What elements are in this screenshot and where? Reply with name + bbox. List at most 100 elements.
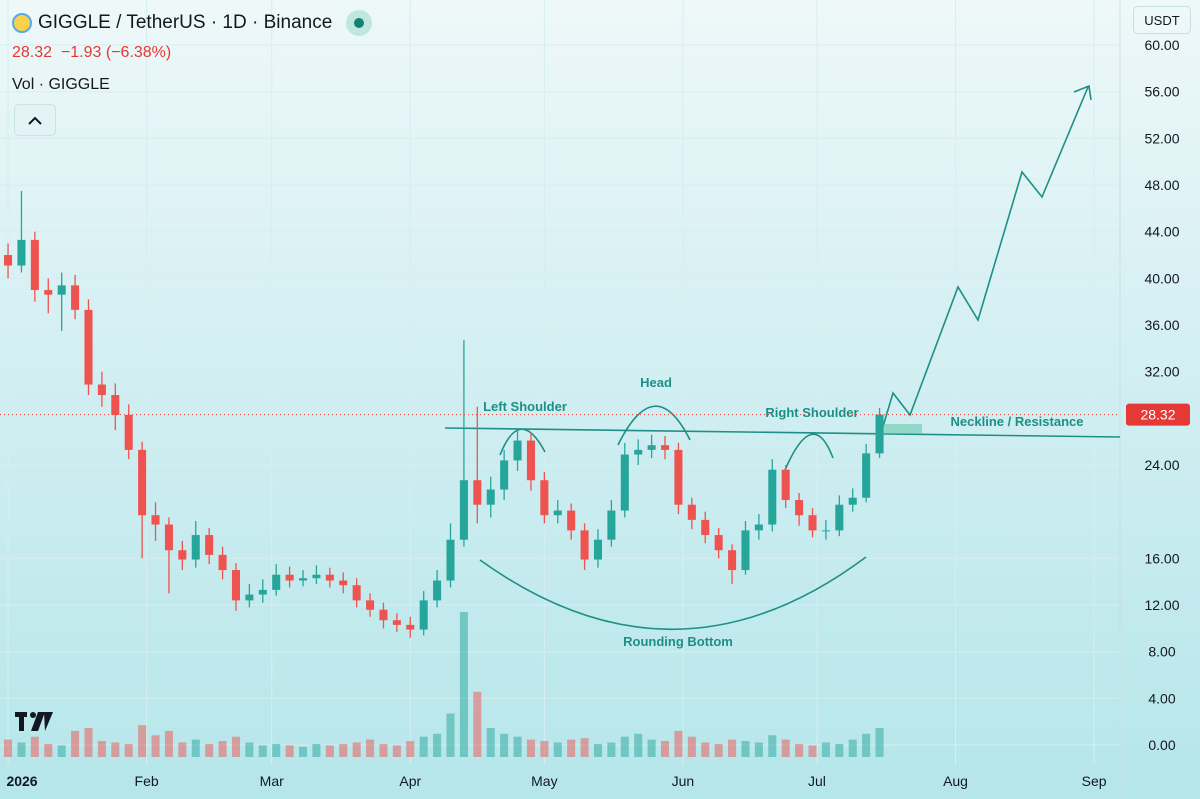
candle-body — [111, 395, 120, 415]
candle-body — [138, 449, 147, 516]
volume-bar — [339, 743, 348, 757]
candle-body — [513, 440, 522, 461]
volume-bar — [231, 736, 240, 757]
currency-button[interactable]: USDT — [1133, 6, 1191, 34]
x-tick-label: Sep — [1082, 773, 1107, 789]
candle-body — [245, 594, 254, 601]
volume-bar — [674, 730, 683, 757]
y-tick-label: 60.00 — [1144, 37, 1179, 53]
volume-bar — [701, 742, 710, 757]
candle-body — [862, 453, 871, 498]
volume-bar — [111, 742, 120, 757]
neckline — [444, 427, 1121, 438]
volume-bar — [795, 743, 804, 757]
y-tick-label: 32.00 — [1144, 364, 1179, 380]
volume-bar — [406, 741, 415, 757]
candle-body — [17, 239, 26, 266]
projection-arrowhead — [1073, 84, 1092, 101]
candle-body — [352, 585, 361, 601]
volume-bar — [178, 742, 187, 757]
volume-bar — [607, 742, 616, 757]
market-status[interactable] — [346, 10, 373, 36]
left-shoulder-arc — [499, 428, 546, 456]
volume-bar — [714, 743, 723, 757]
candle-body — [218, 554, 227, 571]
candle-body — [339, 580, 348, 586]
candle-body — [687, 504, 696, 520]
candle-body — [419, 600, 428, 630]
pattern-drawings — [444, 84, 1121, 631]
y-tick-label: 24.00 — [1144, 457, 1179, 473]
volume-bar — [4, 739, 13, 757]
candle-body — [285, 574, 294, 581]
volume-bar — [593, 743, 603, 757]
x-tick-label: Jul — [808, 773, 826, 789]
candle-body — [191, 535, 200, 560]
y-tick-label: 56.00 — [1144, 84, 1179, 100]
volume-bar — [44, 743, 53, 757]
volume-bar — [272, 743, 281, 757]
volume-bar — [620, 736, 629, 757]
price-row: 28.32 −1.93 (−6.38%) — [12, 44, 171, 62]
volume-bar — [71, 730, 80, 757]
volume-bar — [258, 745, 267, 757]
candle-body — [392, 620, 401, 625]
volume-bar — [848, 739, 857, 757]
volume-bar — [97, 741, 106, 757]
candle-body — [835, 504, 844, 531]
volume-bar — [647, 739, 656, 757]
candle-body — [4, 255, 13, 266]
candle-body — [593, 539, 603, 560]
candle-body — [406, 624, 415, 630]
projection-path — [881, 86, 1089, 431]
volume-bar — [500, 733, 509, 757]
volume-bar — [835, 743, 844, 757]
y-tick-label: 36.00 — [1144, 317, 1179, 333]
x-tick-label: Apr — [399, 773, 421, 789]
candle-body — [312, 574, 321, 579]
candle-body — [567, 510, 576, 531]
candle-body — [768, 469, 777, 525]
candle-body — [231, 570, 240, 601]
candle-body — [540, 480, 549, 516]
candle-body — [500, 460, 509, 490]
volume-bar — [567, 739, 576, 757]
volume-bar — [379, 743, 388, 757]
volume-bar — [124, 743, 133, 757]
candle-body — [44, 290, 53, 295]
symbol-icon — [12, 13, 32, 33]
volume-bar — [513, 736, 522, 757]
annotation: Right Shoulder — [765, 405, 858, 420]
candle-body — [84, 309, 93, 385]
candle-body — [57, 285, 66, 295]
volume-bar — [687, 736, 696, 757]
x-tick-label: 2026 — [6, 773, 37, 789]
collapse-button[interactable] — [14, 104, 56, 136]
candle-body — [325, 574, 334, 581]
volume-bar — [486, 728, 495, 757]
breakout-zone — [880, 424, 922, 434]
symbol-row: GIGGLE / TetherUS · 1D · Binance — [12, 10, 373, 36]
candle-body — [30, 239, 39, 291]
annotation: Head — [640, 375, 672, 390]
volume-bar — [433, 733, 442, 757]
volume-bar — [526, 739, 535, 757]
volume-bar — [84, 728, 93, 757]
volume-bar — [298, 746, 308, 757]
x-tick-label: May — [531, 773, 557, 789]
candle-body — [486, 489, 495, 505]
volume-bar — [728, 739, 737, 757]
y-tick-label: 44.00 — [1144, 224, 1179, 240]
volume-bar — [138, 725, 147, 757]
candle-body — [124, 414, 133, 450]
tv-logo — [15, 712, 53, 731]
candle-body — [754, 524, 763, 531]
volume-bar — [205, 743, 214, 757]
volume-bar — [30, 736, 39, 757]
rounding-bottom-arc — [479, 556, 867, 631]
candle-body — [781, 469, 790, 501]
candle-body — [821, 530, 830, 532]
candle-body — [553, 510, 562, 516]
grid — [0, 0, 1120, 765]
volume-bar — [285, 745, 294, 757]
